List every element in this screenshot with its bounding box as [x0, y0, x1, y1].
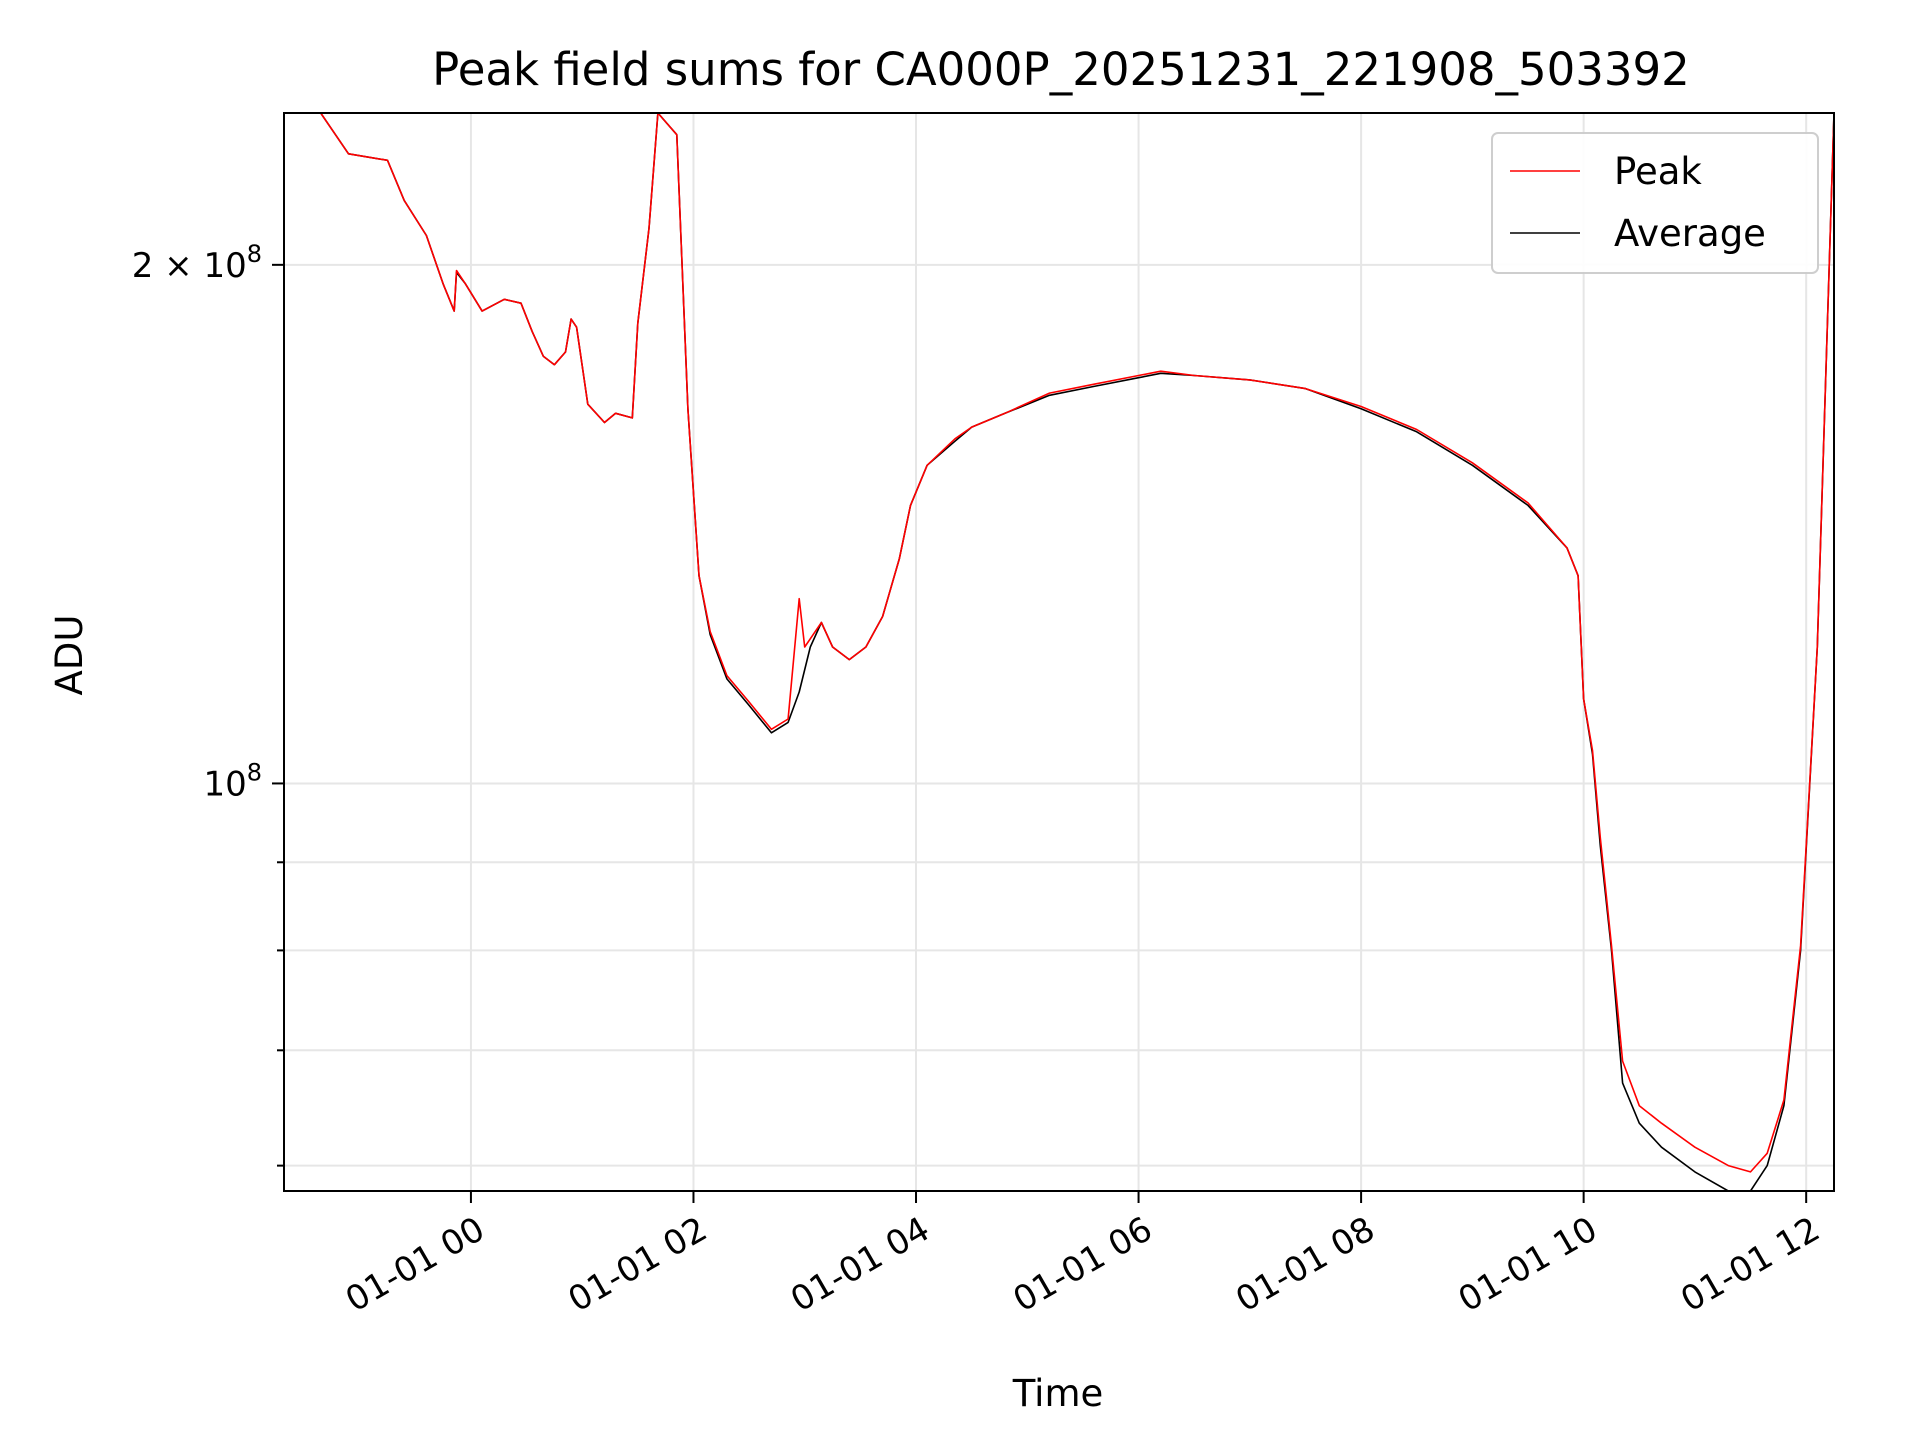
plot-frame — [283, 112, 1835, 1192]
x-axis-label: Time — [1012, 1372, 1104, 1415]
series-layer — [284, 113, 1834, 1191]
y-tick-label: 2 × 108 — [132, 240, 262, 286]
grid-layer — [284, 113, 1834, 1191]
legend-label-peak: Peak — [1614, 150, 1702, 193]
series-line-peak — [284, 113, 1834, 1173]
legend-box — [1491, 132, 1819, 274]
legend-label-average: Average — [1614, 212, 1766, 255]
chart-title: Peak field sums for CA000P_20251231_2219… — [432, 43, 1690, 96]
legend: Peak Average — [1491, 132, 1819, 274]
y-tick-label: 108 — [203, 758, 262, 804]
y-axis-label: ADU — [48, 615, 91, 696]
